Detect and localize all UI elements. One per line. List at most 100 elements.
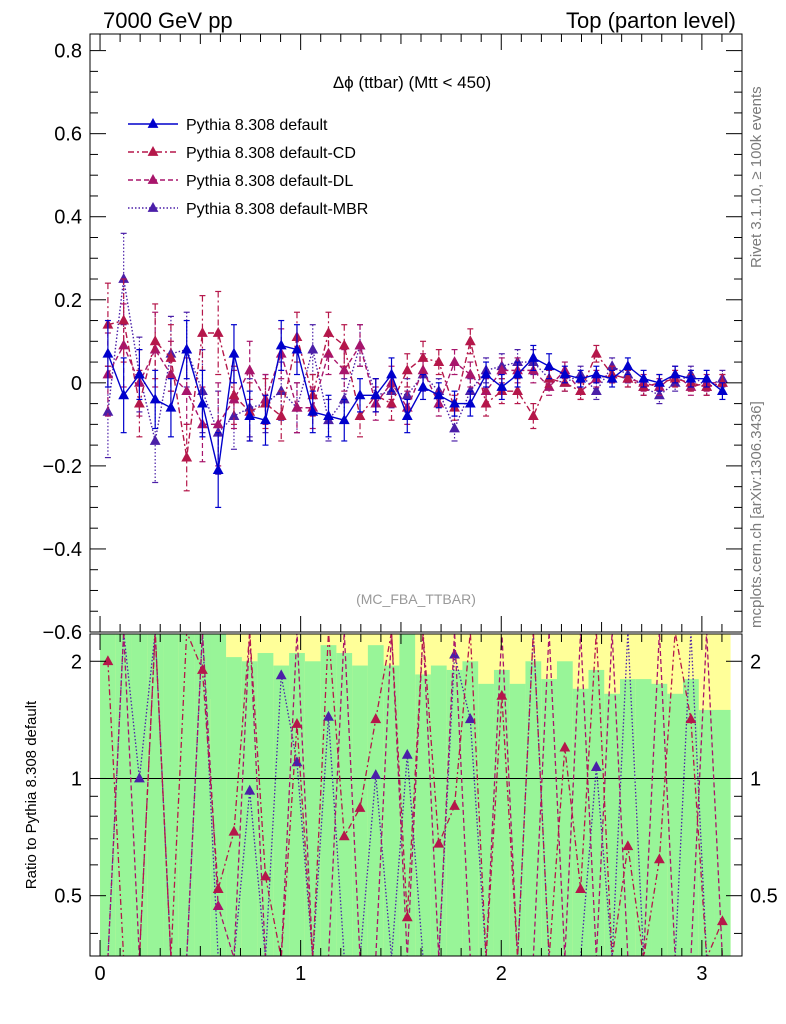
y-tick-label: −0.4 bbox=[43, 539, 82, 561]
ratio-band-inner bbox=[100, 634, 117, 956]
ratio-point bbox=[260, 870, 271, 881]
series-line bbox=[107, 278, 723, 442]
ratio-band-inner bbox=[399, 634, 416, 956]
ratio-band-inner bbox=[493, 669, 510, 956]
data-point bbox=[653, 376, 665, 387]
ratio-band-inner bbox=[131, 634, 148, 956]
rivet-label: Rivet 3.1.10, ≥ 100k events bbox=[748, 86, 765, 268]
data-point bbox=[275, 339, 287, 350]
data-point bbox=[212, 464, 224, 474]
ratio-point bbox=[370, 769, 382, 780]
data-point bbox=[307, 405, 319, 416]
ratio-point bbox=[275, 669, 287, 680]
data-point bbox=[275, 385, 287, 396]
data-point bbox=[575, 385, 587, 396]
ratio-band-inner bbox=[226, 657, 243, 956]
data-point bbox=[464, 335, 476, 346]
data-point bbox=[417, 351, 429, 362]
data-point bbox=[401, 410, 413, 420]
ratio-band-inner bbox=[556, 661, 574, 956]
ratio-y-tick-label-left: 0.5 bbox=[54, 886, 82, 908]
y-tick-label: 0.6 bbox=[54, 124, 82, 146]
y-tick-label: −0.2 bbox=[43, 456, 82, 478]
header-right: Top (parton level) bbox=[566, 8, 736, 33]
legend-label: Pythia 8.308 default bbox=[186, 117, 328, 134]
ratio-point bbox=[433, 837, 445, 848]
y-tick-label: −0.6 bbox=[43, 622, 82, 644]
ratio-point bbox=[323, 710, 334, 721]
legend-label: Pythia 8.308 default-MBR bbox=[186, 201, 368, 218]
ratio-point bbox=[653, 853, 665, 864]
ratio-y-axis-title: Ratio to Pythia 8.308 default bbox=[23, 700, 40, 889]
ratio-band-inner bbox=[478, 683, 495, 956]
ratio-band-inner bbox=[667, 693, 684, 956]
data-point bbox=[307, 343, 319, 354]
data-point bbox=[212, 418, 224, 429]
data-point bbox=[606, 360, 618, 371]
ratio-point bbox=[590, 761, 602, 771]
legend-marker bbox=[147, 202, 159, 212]
data-point bbox=[512, 368, 523, 379]
data-point bbox=[149, 335, 161, 346]
ratio-y-tick-label-right: 1 bbox=[750, 768, 761, 790]
chart-title: Δϕ (ttbar) (Mtt < 450) bbox=[333, 73, 491, 92]
legend-label: Pythia 8.308 default-CD bbox=[186, 145, 356, 162]
x-tick-label: 2 bbox=[496, 963, 507, 985]
ratio-band-inner bbox=[619, 679, 637, 956]
data-point bbox=[496, 380, 508, 391]
data-point bbox=[323, 327, 334, 337]
data-point bbox=[653, 389, 665, 400]
data-point bbox=[480, 397, 492, 408]
ratio-point bbox=[716, 915, 728, 926]
data-point bbox=[134, 397, 145, 408]
data-point bbox=[197, 397, 208, 408]
data-point bbox=[228, 347, 240, 358]
ratio-point bbox=[338, 830, 350, 841]
data-point bbox=[181, 343, 193, 354]
data-point bbox=[212, 327, 224, 337]
ratio-point bbox=[354, 801, 366, 812]
data-point bbox=[354, 410, 366, 420]
data-point bbox=[291, 343, 303, 354]
ratio-band-inner bbox=[572, 688, 589, 956]
ratio-band-inner bbox=[509, 683, 526, 956]
data-point bbox=[433, 389, 445, 400]
data-point bbox=[433, 356, 445, 366]
data-point bbox=[590, 347, 602, 358]
ratio-point bbox=[559, 741, 571, 752]
series-3 bbox=[102, 232, 728, 484]
ratio-line bbox=[107, 634, 708, 956]
data-point bbox=[669, 368, 681, 379]
series-line bbox=[107, 319, 723, 458]
series-line bbox=[107, 344, 723, 471]
ratio-y-tick-label-right: 2 bbox=[750, 651, 761, 673]
y-tick-label: 0 bbox=[71, 373, 82, 395]
data-point bbox=[527, 351, 539, 362]
ratio-band-inner bbox=[178, 634, 195, 956]
ratio-band-inner bbox=[304, 661, 321, 956]
ratio-band-inner bbox=[446, 669, 463, 956]
ratio-point bbox=[291, 756, 303, 767]
data-point bbox=[370, 389, 382, 400]
data-point bbox=[512, 385, 523, 396]
data-point bbox=[716, 376, 728, 387]
ratio-series-1 bbox=[107, 634, 723, 956]
data-point bbox=[464, 385, 476, 396]
ratio-series-2 bbox=[107, 634, 708, 956]
ratio-point bbox=[685, 713, 697, 724]
data-point bbox=[401, 364, 413, 375]
ratio-y-tick-label-right: 0.5 bbox=[750, 886, 778, 908]
data-point bbox=[338, 414, 350, 425]
main-frame bbox=[89, 33, 743, 633]
ratio-point bbox=[401, 748, 413, 759]
ratio-band-inner bbox=[525, 661, 542, 956]
data-point bbox=[181, 451, 193, 462]
x-tick-label: 1 bbox=[295, 963, 306, 985]
x-tick-label: 3 bbox=[696, 963, 707, 985]
data-point bbox=[165, 351, 177, 362]
ratio-series-0 bbox=[102, 634, 728, 956]
ratio-band-inner bbox=[541, 679, 558, 956]
ratio-point bbox=[134, 772, 145, 783]
ratio-band-inner bbox=[320, 645, 337, 956]
